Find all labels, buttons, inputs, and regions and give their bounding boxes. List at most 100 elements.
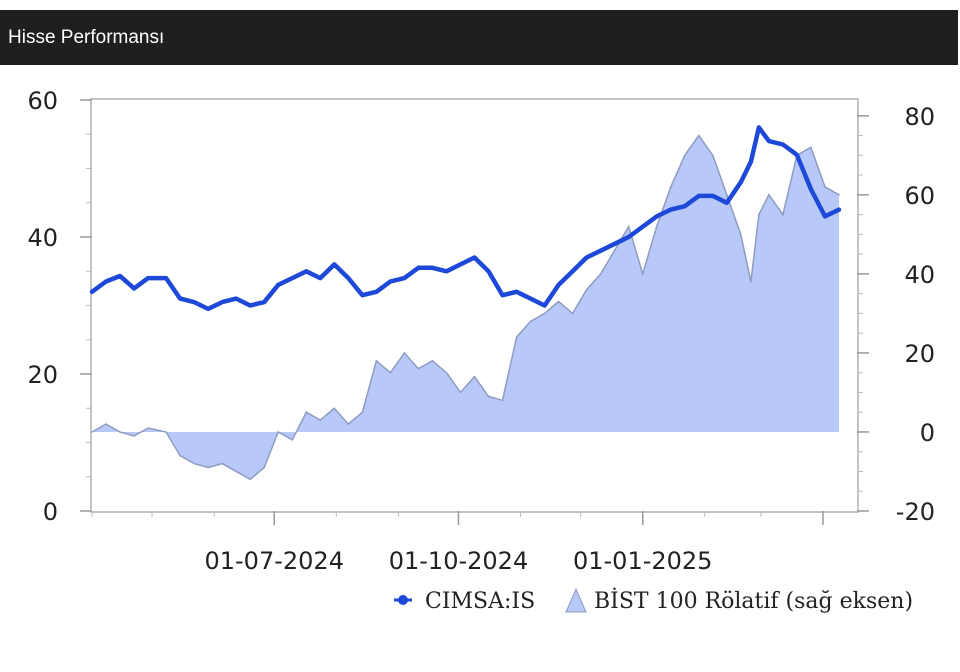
relative-point bbox=[473, 375, 476, 378]
price-line-layer bbox=[89, 125, 842, 312]
price-point bbox=[837, 208, 841, 212]
price-point bbox=[104, 280, 108, 283]
relative-point bbox=[277, 431, 280, 433]
relative-point bbox=[207, 466, 209, 469]
left-axis-tick-label: 0 bbox=[43, 498, 58, 526]
price-point bbox=[262, 300, 266, 304]
relative-point bbox=[249, 478, 251, 481]
price-point bbox=[332, 262, 336, 266]
price-point bbox=[599, 249, 603, 253]
price-point bbox=[118, 274, 122, 278]
legend-label-cimsa: CIMSA:IS bbox=[425, 589, 535, 614]
axis-label-layer: 0 20 40 60 -20 0 20 40 60 80 01-07-2024 01-10-2024 0… bbox=[27, 87, 935, 575]
right-axis-tick-label: 80 bbox=[904, 103, 935, 131]
price-point bbox=[627, 235, 631, 239]
relative-point bbox=[417, 367, 420, 370]
x-axis-tick-label: 01-07-2024 bbox=[204, 547, 343, 575]
price-point bbox=[501, 293, 504, 297]
axis-tick-layer bbox=[80, 99, 869, 525]
price-point bbox=[146, 276, 150, 280]
relative-point bbox=[291, 439, 294, 441]
price-point bbox=[669, 208, 673, 212]
price-point bbox=[459, 262, 462, 266]
relative-point bbox=[193, 462, 195, 465]
price-point bbox=[164, 276, 168, 280]
relative-point bbox=[557, 300, 560, 303]
relative-point bbox=[119, 431, 121, 433]
relative-area-fill bbox=[92, 135, 839, 480]
relative-point bbox=[179, 454, 181, 457]
relative-point bbox=[740, 233, 742, 236]
right-axis-tick-label: 40 bbox=[904, 261, 935, 289]
relative-point bbox=[305, 411, 308, 414]
relative-point bbox=[375, 360, 378, 362]
page-title: Hisse Performansı bbox=[8, 27, 165, 48]
price-point bbox=[739, 180, 743, 184]
price-point bbox=[655, 214, 659, 218]
relative-point bbox=[655, 225, 658, 228]
relative-point bbox=[641, 273, 644, 275]
price-point bbox=[557, 283, 561, 287]
relative-point bbox=[501, 399, 504, 402]
relative-point bbox=[389, 371, 392, 374]
price-point bbox=[402, 276, 406, 280]
price-point bbox=[178, 297, 182, 301]
right-axis-tick-label: 20 bbox=[904, 340, 935, 368]
relative-point bbox=[431, 360, 434, 362]
price-point bbox=[571, 269, 575, 273]
relative-area-layer bbox=[91, 134, 840, 481]
relative-point bbox=[319, 419, 322, 421]
price-point bbox=[304, 269, 308, 273]
price-point bbox=[585, 256, 589, 259]
price-point bbox=[795, 153, 799, 157]
right-axis-tick-label: 0 bbox=[920, 419, 935, 447]
price-point bbox=[90, 290, 94, 294]
relative-point bbox=[515, 336, 518, 338]
legend-area-swatch bbox=[565, 587, 587, 613]
price-point bbox=[276, 283, 280, 287]
price-point bbox=[711, 194, 715, 198]
price-point bbox=[360, 293, 364, 297]
price-point bbox=[725, 201, 729, 205]
relative-point bbox=[347, 423, 350, 425]
relative-point bbox=[403, 352, 406, 354]
price-point bbox=[683, 204, 687, 208]
relative-point bbox=[627, 225, 630, 228]
relative-point bbox=[712, 154, 714, 157]
relative-point bbox=[782, 213, 784, 216]
price-point bbox=[416, 266, 420, 270]
relative-point bbox=[599, 273, 602, 275]
relative-point bbox=[543, 312, 546, 315]
relative-point bbox=[810, 146, 812, 149]
relative-point bbox=[445, 371, 448, 374]
price-point bbox=[781, 143, 785, 146]
price-point bbox=[697, 194, 701, 198]
price-point bbox=[290, 276, 294, 280]
price-point bbox=[318, 276, 322, 280]
relative-point bbox=[726, 194, 728, 196]
right-axis-tick-label: -20 bbox=[896, 498, 935, 526]
x-axis-tick-label: 01-10-2024 bbox=[389, 547, 528, 575]
price-point bbox=[473, 256, 476, 259]
left-axis-tick-label: 60 bbox=[27, 87, 58, 115]
price-point bbox=[487, 269, 490, 273]
price-point bbox=[374, 290, 378, 294]
relative-point bbox=[585, 288, 588, 291]
price-point bbox=[757, 125, 761, 129]
price-point bbox=[515, 290, 519, 294]
relative-point bbox=[165, 431, 167, 433]
header-bar: Hisse Performansı bbox=[0, 10, 958, 65]
price-point bbox=[445, 269, 448, 273]
relative-point bbox=[105, 423, 107, 425]
relative-point bbox=[263, 466, 266, 469]
relative-point bbox=[147, 427, 149, 429]
relative-point bbox=[487, 395, 490, 398]
price-point bbox=[206, 307, 210, 311]
price-point bbox=[346, 276, 350, 280]
price-point bbox=[234, 297, 238, 301]
legend: CIMSA:IS BİST 100 Rölatif (sağ eksen) bbox=[394, 587, 913, 614]
relative-point bbox=[459, 391, 462, 394]
price-point bbox=[132, 286, 136, 290]
left-axis-tick-label: 20 bbox=[27, 361, 58, 389]
price-point bbox=[641, 225, 645, 229]
